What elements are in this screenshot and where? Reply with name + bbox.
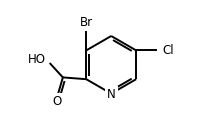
Text: Cl: Cl <box>162 44 174 57</box>
Text: Br: Br <box>80 16 93 29</box>
Text: O: O <box>52 95 62 108</box>
Text: N: N <box>107 88 116 101</box>
Text: HO: HO <box>27 53 46 66</box>
